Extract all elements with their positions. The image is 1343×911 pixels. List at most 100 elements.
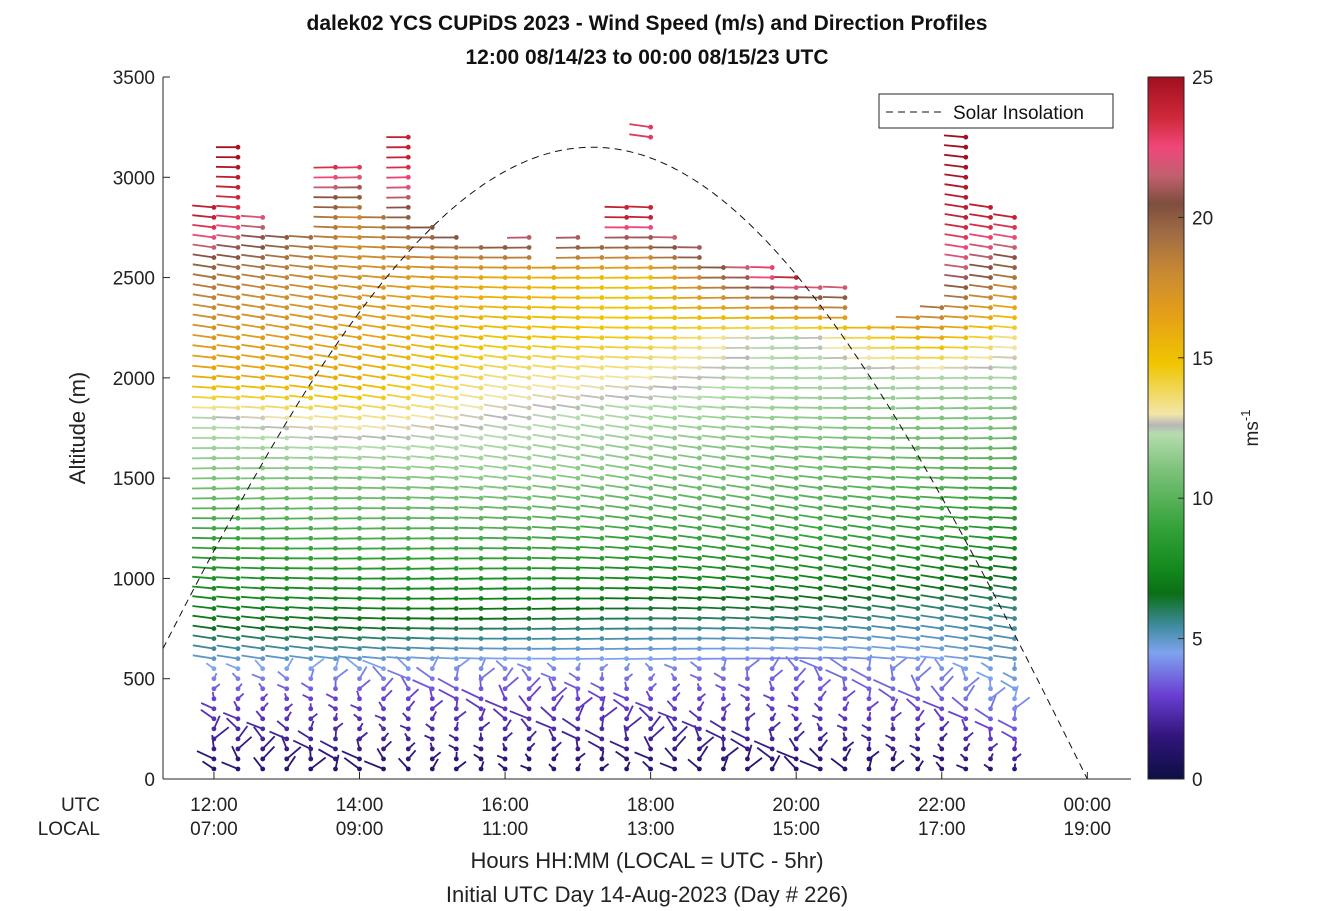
wind-barb-point (866, 415, 872, 421)
wind-barb (896, 614, 918, 620)
wind-barb (483, 383, 506, 389)
wind-barb-point (648, 515, 654, 521)
wind-barb (289, 264, 311, 269)
wind-barb-point (672, 636, 678, 641)
wind-barb-point (526, 716, 532, 722)
wind-barb-point (551, 425, 557, 431)
wind-barb (698, 736, 715, 750)
wind-barb (750, 564, 773, 570)
wind-barb-point (769, 365, 775, 371)
wind-barb-point (429, 676, 435, 682)
wind-barb (507, 296, 530, 299)
wind-barb (313, 235, 336, 239)
wind-barb-point (575, 385, 581, 391)
wind-barb (756, 746, 773, 760)
wind-barb (746, 658, 760, 670)
wind-barb (677, 454, 700, 459)
wind-barb-point (575, 646, 581, 652)
wind-barb-point (890, 596, 896, 601)
wind-barb-point (988, 395, 993, 401)
wind-barb-point (502, 375, 508, 381)
wind-barb-point (381, 676, 386, 682)
wind-barb (483, 373, 506, 379)
wind-barb (411, 373, 433, 379)
wind-barb-point (308, 355, 314, 361)
wind-barb-point (1012, 465, 1017, 471)
wind-barb-point (211, 626, 217, 631)
wind-barb-point (1012, 215, 1017, 220)
wind-barb (969, 574, 991, 580)
wind-barb (192, 204, 215, 209)
wind-barb (943, 505, 966, 510)
wind-barb-point (866, 395, 872, 401)
wind-barb-point (842, 636, 848, 641)
wind-barb-point (502, 505, 508, 511)
wind-barb-point (502, 445, 508, 451)
wind-barb-point (721, 666, 726, 672)
wind-barb (434, 496, 457, 500)
wind-barb-point (624, 505, 630, 511)
wind-barb-point (672, 726, 678, 732)
wind-barb-point (235, 706, 241, 712)
wind-barb-point (381, 335, 386, 341)
wind-barb-point (381, 515, 386, 521)
wind-barb-point (260, 395, 266, 401)
wind-barb-point (453, 566, 459, 571)
wind-barb-point (939, 485, 945, 491)
wind-barb-point (890, 465, 896, 471)
wind-barb-point (284, 505, 290, 511)
wind-barb-point (284, 345, 290, 351)
wind-barb (969, 644, 991, 650)
wind-barb (628, 535, 651, 540)
wind-barb-point (284, 626, 290, 631)
wind-barb-point (478, 686, 484, 692)
wind-barb (896, 594, 918, 600)
wind-barb (823, 584, 846, 590)
wind-barb-point (697, 345, 702, 351)
wind-barb-point (817, 295, 823, 301)
wind-barb-point (453, 576, 459, 581)
wind-barb (241, 343, 263, 349)
wind-barb (459, 516, 482, 520)
wind-barb-point (842, 566, 848, 571)
wind-barb-point (357, 325, 362, 331)
wind-barb-point (333, 666, 338, 672)
wind-barb-point (721, 485, 726, 491)
wind-barb (265, 635, 287, 640)
wind-barb-point (1012, 365, 1017, 371)
wind-barb-point (211, 345, 217, 351)
wind-barb-point (721, 616, 726, 621)
wind-barb (871, 604, 894, 610)
wind-barb-point (405, 375, 411, 381)
wind-barb (531, 335, 554, 339)
wind-barb-point (939, 586, 945, 591)
wind-barb (652, 596, 675, 600)
wind-barb-point (769, 485, 775, 491)
x-tick-label-local: 09:00 (336, 819, 384, 840)
wind-barb-point (817, 515, 823, 521)
wind-barb-point (453, 265, 459, 270)
wind-barb-point (381, 395, 386, 401)
wind-barb-point (333, 616, 338, 621)
wind-barb-point (260, 485, 266, 491)
wind-barb (337, 445, 360, 449)
wind-barb-point (890, 525, 896, 531)
wind-barb (944, 525, 966, 530)
wind-barb-point (697, 716, 702, 722)
wind-barb-point (502, 656, 508, 662)
wind-barb (822, 296, 845, 299)
wind-barb-point (308, 696, 314, 702)
wind-barb (580, 504, 602, 510)
wind-barb-point (1012, 405, 1017, 411)
wind-barb-point (599, 405, 605, 411)
wind-barb-point (284, 756, 290, 762)
wind-barb (265, 625, 287, 630)
wind-barb-point (284, 606, 290, 611)
figure-footnote: Initial UTC Day 14-Aug-2023 (Day # 226) (446, 882, 848, 907)
wind-barb-point (429, 415, 435, 421)
wind-barb (850, 667, 870, 680)
wind-barb-point (599, 455, 605, 461)
wind-barb-point (988, 495, 993, 501)
wind-barb-point (842, 285, 848, 290)
wind-barb-point (211, 365, 217, 371)
